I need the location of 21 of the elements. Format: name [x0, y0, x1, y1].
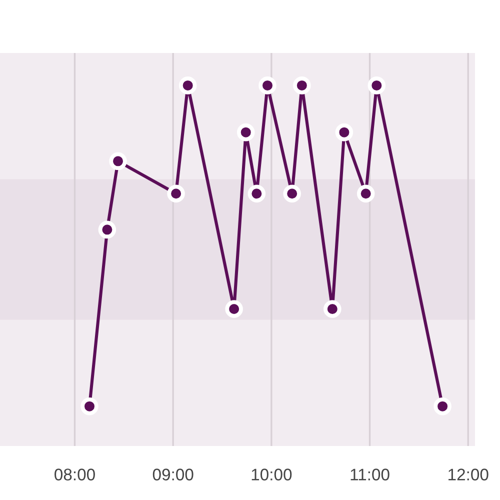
- point: [109, 152, 127, 170]
- point: [167, 184, 185, 203]
- x-tick-label: 11:00: [350, 468, 390, 480]
- x-tick-label: 08:00: [54, 468, 95, 480]
- x-tick-label: 12:00: [448, 468, 488, 480]
- point: [258, 76, 276, 94]
- point: [236, 123, 255, 142]
- point: [293, 76, 311, 94]
- point: [356, 184, 375, 203]
- x-tick-label: 10:00: [252, 468, 292, 480]
- point: [335, 123, 354, 142]
- point: [248, 184, 266, 203]
- point: [434, 397, 452, 416]
- point: [178, 76, 197, 94]
- point: [98, 220, 116, 239]
- point: [283, 184, 301, 203]
- point: [225, 300, 243, 318]
- x-tick-label: 09:00: [152, 468, 194, 480]
- point: [324, 300, 342, 318]
- point: [368, 76, 386, 94]
- point: [80, 397, 98, 416]
